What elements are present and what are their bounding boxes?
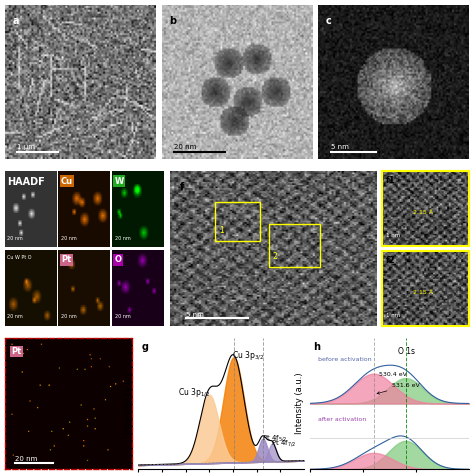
Text: 5 nm: 5 nm — [186, 312, 204, 318]
Text: 20 nm: 20 nm — [115, 236, 130, 240]
Text: before activation: before activation — [318, 357, 372, 363]
Text: 5 nm: 5 nm — [330, 144, 348, 150]
Text: Pt: Pt — [11, 347, 21, 356]
Text: 20 nm: 20 nm — [7, 314, 23, 319]
Text: Cu 3p$_{3/2}$: Cu 3p$_{3/2}$ — [232, 349, 264, 362]
Text: Cu 3p$_{1/2}$: Cu 3p$_{1/2}$ — [178, 386, 210, 399]
Text: 2.15 Å: 2.15 Å — [412, 210, 432, 215]
Text: 530.4 eV: 530.4 eV — [379, 372, 407, 377]
Text: after activation: after activation — [318, 417, 366, 422]
Text: 20 nm: 20 nm — [61, 314, 77, 319]
Text: 20 nm: 20 nm — [61, 236, 77, 240]
Text: a: a — [12, 16, 19, 26]
Text: b: b — [169, 16, 176, 26]
Y-axis label: Intensity (a.u.): Intensity (a.u.) — [124, 373, 133, 434]
Text: Pt: Pt — [61, 255, 71, 264]
Text: 20 nm: 20 nm — [15, 456, 37, 462]
Text: O: O — [115, 255, 121, 264]
Text: W: W — [115, 176, 124, 185]
Text: Pt 4f$_{7/2}$: Pt 4f$_{7/2}$ — [271, 439, 296, 449]
Text: 20 nm: 20 nm — [115, 314, 130, 319]
Text: Pt 4f$_{5/2}$: Pt 4f$_{5/2}$ — [262, 434, 288, 444]
Text: 1: 1 — [219, 226, 224, 235]
Text: 531.6 eV: 531.6 eV — [377, 383, 420, 394]
Bar — [215, 202, 260, 241]
Text: Cu W Pt O: Cu W Pt O — [7, 255, 32, 260]
Text: 20 nm: 20 nm — [173, 144, 196, 150]
Text: HAADF: HAADF — [7, 176, 45, 187]
Text: f: f — [180, 182, 184, 192]
Text: c: c — [326, 16, 332, 26]
Y-axis label: Intensity (a.u.): Intensity (a.u.) — [295, 373, 304, 434]
Text: 20 nm: 20 nm — [7, 236, 23, 240]
Text: O 1s: O 1s — [398, 347, 415, 356]
Text: h: h — [313, 342, 320, 352]
Text: 2: 2 — [273, 252, 277, 261]
Bar — [269, 224, 320, 267]
Text: 1 μm: 1 μm — [17, 144, 35, 150]
Text: 2.15 Å: 2.15 Å — [412, 290, 432, 295]
Text: Cu: Cu — [61, 176, 73, 185]
Text: g: g — [142, 342, 148, 352]
Text: f1: f1 — [386, 176, 396, 185]
Text: f2: f2 — [386, 256, 396, 265]
Text: 1 nm: 1 nm — [386, 313, 401, 318]
Text: 1 nm: 1 nm — [386, 233, 401, 238]
